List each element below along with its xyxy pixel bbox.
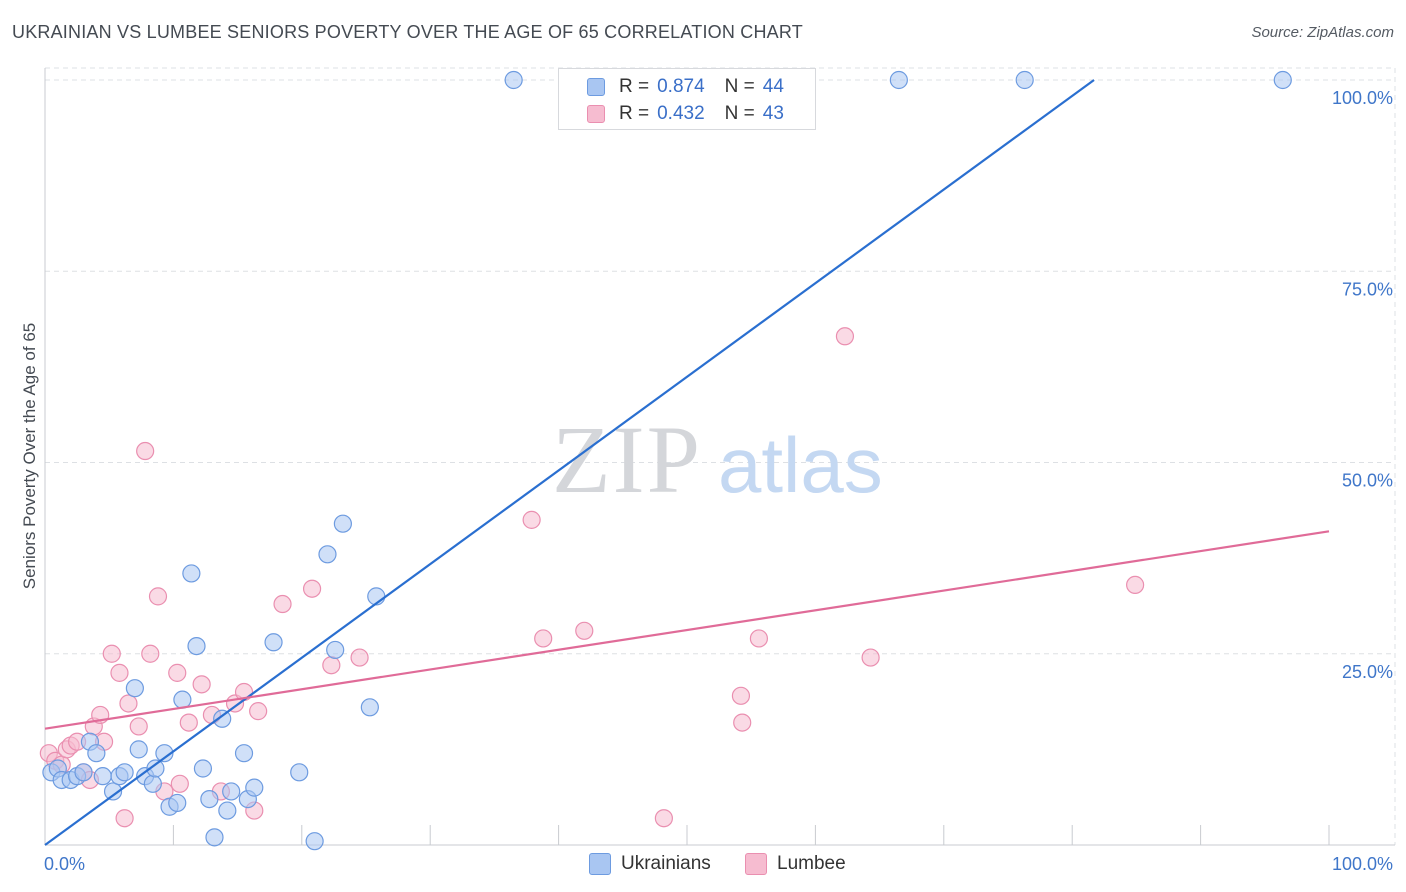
y-tick-label: 100.0% [1332, 88, 1393, 108]
chart-title: UKRAINIAN VS LUMBEE SENIORS POVERTY OVER… [12, 22, 803, 42]
point-ukrainians [143, 774, 162, 793]
bottom-legend-lumbee: Lumbee [745, 852, 846, 876]
point-ukrainians [213, 709, 232, 728]
tick-labels: 25.0% 50.0% 75.0% 100.0% 0.0% 100.0% [44, 88, 1393, 874]
point-lumbee [148, 587, 168, 606]
point-lumbee [534, 629, 553, 648]
legend-label-ukrainians: Ukrainians [621, 853, 711, 874]
trend-lines [44, 79, 1330, 846]
source-note: Source: ZipAtlas.com [1251, 24, 1394, 41]
grid-lines [45, 67, 1396, 845]
point-ukrainians [222, 782, 241, 801]
legend-row-lumbee: R = 0.432 N = 43 [587, 102, 784, 126]
point-ukrainians [168, 793, 187, 813]
legend-row-ukrainians: R = 0.874 N = 44 [587, 75, 784, 99]
point-lumbee [273, 594, 292, 614]
point-ukrainians [115, 763, 134, 782]
legend-r-value: 0.874 [657, 76, 705, 97]
point-ukrainians [245, 778, 264, 797]
legend-r-label: R = [619, 103, 650, 124]
point-ukrainians [504, 70, 523, 90]
y-tick-label: 25.0% [1342, 662, 1393, 682]
point-ukrainians [103, 782, 123, 801]
point-lumbee [119, 694, 138, 713]
legend-swatch-lumbee [587, 105, 605, 123]
point-ukrainians [129, 740, 148, 759]
watermark: ZIP atlas [552, 406, 883, 513]
point-ukrainians [87, 744, 106, 763]
legend-swatch-ukrainians [589, 853, 611, 875]
stats-legend: R = 0.874 N = 44 R = 0.432 N = 43 [558, 68, 816, 130]
watermark-zip: ZIP [552, 406, 702, 513]
y-axis-label: Seniors Poverty Over the Age of 65 [20, 323, 39, 589]
point-lumbee [168, 663, 187, 682]
point-ukrainians [205, 828, 224, 847]
point-ukrainians [318, 545, 337, 564]
point-ukrainians [333, 514, 352, 533]
point-ukrainians [1015, 70, 1034, 90]
point-lumbee [102, 644, 121, 663]
point-lumbee [731, 686, 751, 705]
point-lumbee [322, 656, 341, 675]
point-ukrainians [305, 832, 324, 851]
legend-n-value: 44 [762, 76, 784, 97]
legend-swatch-ukrainians [587, 78, 605, 96]
x-tick-label: 100.0% [1332, 854, 1393, 874]
point-lumbee [141, 644, 160, 663]
legend-label-lumbee: Lumbee [777, 853, 846, 874]
point-lumbee [654, 809, 673, 828]
legend-r-label: R = [619, 76, 650, 97]
point-lumbee [192, 675, 211, 694]
point-ukrainians [218, 801, 237, 820]
point-lumbee [249, 702, 268, 721]
point-ukrainians [234, 744, 254, 763]
legend-n-label: N = [724, 76, 755, 97]
point-ukrainians [264, 633, 283, 652]
point-ukrainians [187, 636, 206, 656]
legend-n-value: 43 [762, 103, 784, 124]
point-lumbee [302, 579, 322, 598]
point-ukrainians [182, 564, 201, 583]
point-ukrainians [146, 759, 165, 778]
point-lumbee [170, 774, 189, 793]
trendline-ukrainians [44, 79, 1095, 846]
point-lumbee [1126, 575, 1145, 595]
point-lumbee [129, 717, 148, 736]
point-ukrainians [93, 767, 112, 786]
point-ukrainians [155, 744, 174, 763]
point-lumbee [835, 327, 855, 346]
legend-r-value: 0.432 [657, 103, 705, 124]
point-ukrainians [290, 763, 309, 782]
trendline-lumbee [44, 530, 1330, 730]
watermark-atlas: atlas [718, 421, 883, 509]
data-points [39, 70, 1292, 851]
point-ukrainians [193, 759, 213, 778]
point-ukrainians [200, 789, 219, 809]
point-ukrainians [125, 679, 144, 698]
point-ukrainians [74, 763, 93, 782]
point-lumbee [110, 663, 129, 682]
point-lumbee [575, 621, 594, 640]
point-lumbee [861, 648, 880, 667]
point-lumbee [350, 648, 369, 667]
point-ukrainians [1273, 70, 1292, 90]
point-lumbee [522, 510, 541, 529]
bottom-legend-ukrainians: Ukrainians [589, 852, 711, 876]
point-lumbee [115, 809, 134, 828]
point-lumbee [749, 629, 769, 648]
x-tick-label: 0.0% [44, 854, 85, 874]
point-lumbee [136, 441, 155, 461]
y-tick-label: 50.0% [1342, 471, 1393, 491]
point-ukrainians [326, 640, 345, 660]
point-ukrainians [360, 698, 379, 717]
legend-n-label: N = [724, 103, 755, 124]
point-ukrainians [889, 70, 908, 90]
y-tick-label: 75.0% [1342, 279, 1393, 299]
point-lumbee [733, 713, 752, 732]
axes [44, 68, 1395, 846]
legend-swatch-lumbee [745, 853, 767, 875]
point-lumbee [179, 713, 198, 732]
